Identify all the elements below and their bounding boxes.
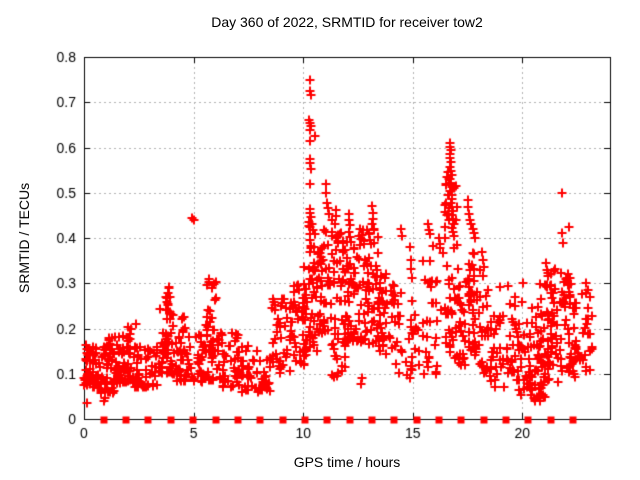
chart-title: Day 360 of 2022, SRMTID for receiver tow… [211,14,483,30]
x-axis-label: GPS time / hours [293,454,401,470]
y-axis-label: SRMTID / TECUs [16,182,32,294]
